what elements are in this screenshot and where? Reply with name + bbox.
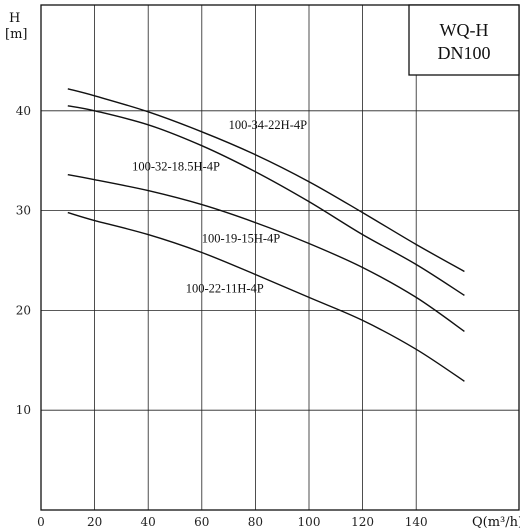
model-box-line-2: DN100 (438, 43, 491, 63)
x-tick-label: 100 (298, 515, 321, 529)
x-tick-label: 0 (37, 515, 45, 529)
x-tick-label: 20 (87, 515, 102, 529)
y-axis-label-h: H (9, 11, 20, 26)
curve-label: 100-19-15H-4P (202, 232, 281, 246)
curves (67, 88, 465, 382)
x-tick-label: 140 (405, 515, 428, 529)
x-tick-label: 120 (351, 515, 374, 529)
y-tick-labels: 10 20 30 40 (16, 104, 31, 417)
grid (41, 5, 519, 510)
curve-100-19-15H-4P (67, 174, 465, 332)
y-tick-label: 10 (16, 403, 31, 417)
x-axis-label: Q(m³/h) (472, 515, 520, 529)
model-box: WQ-H DN100 (408, 4, 520, 76)
y-tick-label: 30 (16, 204, 31, 218)
curve-label: 100-32-18.5H-4P (132, 160, 220, 174)
x-tick-label: 40 (141, 515, 156, 529)
model-box-frame (408, 4, 520, 76)
x-tick-label: 60 (194, 515, 209, 529)
y-axis-label-unit: [m] (5, 27, 27, 42)
plot-frame (40, 4, 520, 511)
y-tick-label: 20 (16, 303, 31, 317)
x-tick-label: 80 (248, 515, 263, 529)
curve-label: 100-34-22H-4P (229, 118, 308, 132)
y-tick-label: 40 (16, 104, 31, 118)
curve-100-34-22H-4P (67, 88, 465, 273)
model-box-line-1: WQ-H (440, 20, 489, 40)
curve-labels: 100-34-22H-4P 100-32-18.5H-4P 100-19-15H-4… (132, 118, 307, 296)
curve-label: 100-22-11H-4P (186, 281, 264, 295)
curve-100-22-11H-4P (67, 211, 465, 382)
curve-100-32-18.5H-4P (67, 105, 465, 296)
x-tick-labels: 0 20 40 60 80 100 120 140 (37, 515, 427, 529)
plot-background (41, 5, 519, 510)
